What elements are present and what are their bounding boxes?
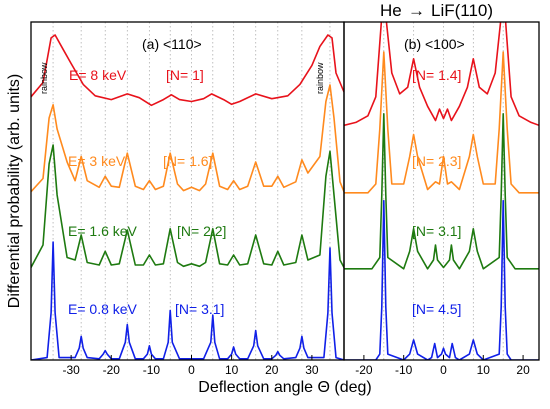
series-label-8kev: E= 8 keV [69, 67, 127, 83]
rainbow-label-right: rainbow [315, 62, 325, 94]
scaling-label-b-1-6kev: [N= 3.1] [412, 223, 461, 239]
series-label-3kev: E= 3 keV [68, 153, 126, 169]
panel-b-label: (b) <100> [404, 36, 465, 52]
chart-title-prefix: He [380, 1, 402, 20]
series-line-a-1-6kev [31, 144, 344, 268]
x-tick-label-a: 10 [225, 363, 239, 377]
rainbow-label-left: rainbow [39, 62, 49, 94]
series-line-b-0-8kev [344, 199, 539, 360]
grid-panel-b [383, 22, 504, 360]
scaling-label-b-0-8kev: [N= 4.5] [412, 301, 461, 317]
x-tick-label-a: -10 [143, 363, 161, 377]
x-tick-label-a: 0 [188, 363, 195, 377]
tick-group: -30 -20 -10 0 10 20 30 -20 -10 0 10 20 [62, 355, 530, 377]
scaling-label-a-3kev: [N= 1.6] [163, 153, 212, 169]
scaling-label-b-8kev: [N= 1.4] [412, 67, 461, 83]
series-group-panel-b [344, 22, 539, 360]
x-tick-label-b: -20 [355, 363, 373, 377]
chart-title-suffix: LiF(110) [431, 1, 493, 20]
x-tick-label-b: 0 [440, 363, 447, 377]
series-line-a-8kev [31, 34, 344, 107]
x-tick-label-b: -10 [395, 363, 413, 377]
grid-panel-a [52, 22, 331, 360]
panel-b-frame [343, 21, 540, 361]
chart-title-arrow: → [408, 1, 425, 20]
x-tick-label-a: -30 [62, 363, 80, 377]
x-axis-label: Deflection angle Θ (deg) [198, 379, 371, 396]
scaling-label-b-3kev: [N= 2.3] [412, 153, 461, 169]
series-line-b-3kev [344, 51, 539, 194]
scaling-label-a-8kev: [N= 1] [166, 67, 204, 83]
scaling-label-a-1-6kev: [N= 2.2] [177, 223, 226, 239]
y-axis-label: Differential probability (arb. units) [6, 74, 23, 308]
series-line-b-1-6kev [344, 113, 539, 270]
x-tick-label-a: 20 [265, 363, 279, 377]
series-line-a-3kev [31, 84, 344, 193]
x-tick-label-a: 30 [305, 363, 319, 377]
x-tick-label-b: 10 [477, 363, 491, 377]
x-tick-label-a: -20 [103, 363, 121, 377]
series-line-b-8kev [344, 22, 539, 127]
series-label-1-6kev: E= 1.6 keV [68, 223, 138, 239]
panel-a-label: (a) <110> [142, 36, 202, 52]
x-tick-label-b: 20 [516, 363, 530, 377]
scaling-label-a-0-8kev: [N= 3.1] [175, 301, 224, 317]
series-label-0-8kev: E= 0.8 keV [68, 301, 138, 317]
